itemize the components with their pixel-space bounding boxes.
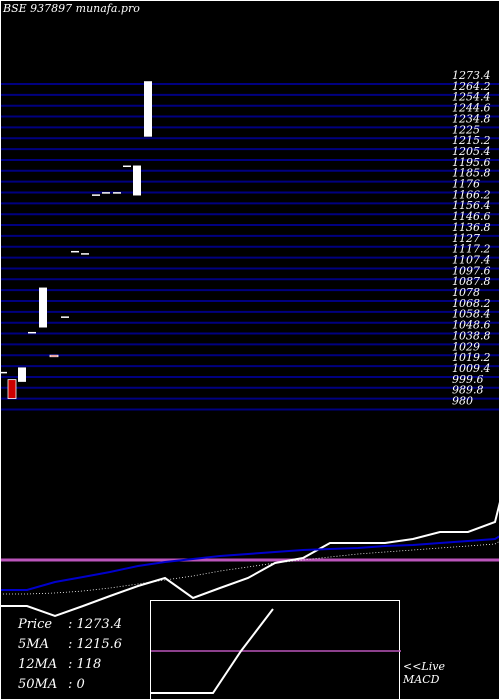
macd-label: <<Live MACD <box>403 660 445 686</box>
candle <box>92 194 100 196</box>
candle <box>113 192 121 194</box>
macd-line <box>151 608 274 694</box>
candle <box>123 165 131 168</box>
price-ma-panel <box>0 501 500 618</box>
candle <box>39 287 47 328</box>
info-price: Price : 1273.4 <box>18 617 122 633</box>
info-price-label: Price <box>18 617 53 632</box>
series-ma-slow <box>0 535 500 591</box>
y-tick-label: 1107.4 <box>452 253 491 266</box>
y-tick-label: 1117.2 <box>452 243 491 256</box>
macd-label-live: <<Live <box>403 660 445 673</box>
y-tick-label: 1195.6 <box>452 156 491 169</box>
y-tick-label: 1038.8 <box>452 329 491 342</box>
y-tick-label: 1058.4 <box>452 308 491 321</box>
y-tick-label: 1244.6 <box>452 102 491 115</box>
y-tick-label: 1029 <box>452 340 480 353</box>
info-12ma: 12MA : 118 <box>18 657 101 673</box>
y-tick-label: 1176 <box>452 178 480 191</box>
candle <box>61 316 69 318</box>
y-tick-label: 999.6 <box>452 373 484 386</box>
y-tick-label: 1273.4 <box>452 69 491 82</box>
chart-title: BSE 937897 munafa.pro <box>3 2 140 15</box>
candle <box>81 253 89 255</box>
candle <box>7 379 17 399</box>
info-50ma-label: 50MA <box>18 677 58 692</box>
y-tick-label: 1185.8 <box>452 167 491 180</box>
candle <box>18 367 26 382</box>
candle <box>71 250 79 253</box>
info-12ma-value: : 118 <box>68 657 102 672</box>
y-tick-label: 1205.4 <box>452 145 491 158</box>
y-tick-label: 1215.2 <box>452 134 491 147</box>
y-tick-label: 1146.6 <box>452 210 491 223</box>
candle <box>49 354 59 358</box>
grid-layer <box>0 83 500 411</box>
y-tick-label: 1136.8 <box>452 221 491 234</box>
y-tick-label: 1048.6 <box>452 319 491 332</box>
info-5ma-value: : 1215.6 <box>68 637 122 652</box>
y-tick-label: 1009.4 <box>452 362 491 375</box>
y-tick-label: 989.8 <box>452 384 484 397</box>
y-tick-label: 1068.2 <box>452 297 491 310</box>
y-tick-label: 1254.4 <box>452 91 491 104</box>
candle <box>144 81 152 137</box>
y-tick-label: 1097.6 <box>452 264 491 277</box>
info-50ma: 50MA : 0 <box>18 677 85 693</box>
macd-label-macd: MACD <box>403 673 440 686</box>
info-50ma-value: : 0 <box>68 677 85 692</box>
y-tick-label: 1264.2 <box>452 80 491 93</box>
y-tick-label: 1225 <box>452 123 480 136</box>
y-tick-label: 1127 <box>452 232 480 245</box>
y-tick-label: 1166.2 <box>452 188 491 201</box>
candle <box>133 165 141 196</box>
candles <box>0 81 152 399</box>
info-12ma-label: 12MA <box>18 657 58 672</box>
y-tick-label: 1156.4 <box>452 199 491 212</box>
info-5ma: 5MA : 1215.6 <box>18 637 122 653</box>
y-tick-label: 1078 <box>452 286 480 299</box>
candle <box>0 371 7 374</box>
series-price <box>0 501 500 618</box>
info-price-value: : 1273.4 <box>68 617 122 632</box>
macd-svg <box>151 608 401 694</box>
macd-panel <box>150 600 401 700</box>
y-tick-label: 1087.8 <box>452 275 491 288</box>
y-tick-label: 1019.2 <box>452 351 491 364</box>
candle <box>102 192 110 194</box>
y-tick-labels: 1273.41264.21254.41244.61234.812251215.2… <box>452 69 491 408</box>
y-tick-label: 1234.8 <box>452 112 491 125</box>
info-5ma-label: 5MA <box>18 637 49 652</box>
candle <box>28 331 36 334</box>
series-ma-long <box>0 540 500 595</box>
y-tick-label: 980 <box>452 395 473 408</box>
